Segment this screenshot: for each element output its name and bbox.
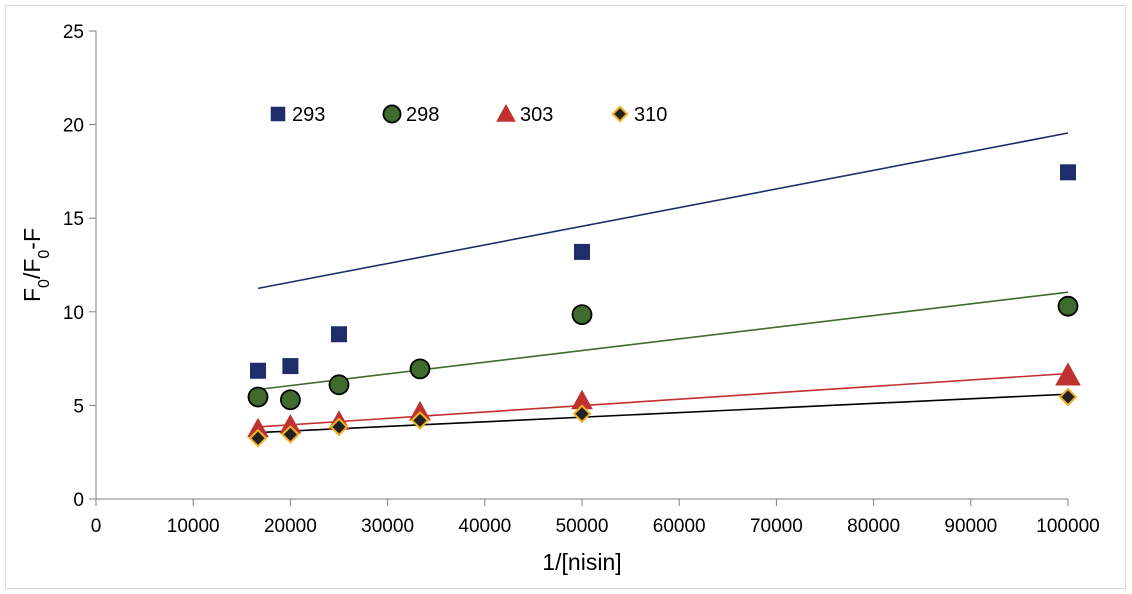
x-tick-label: 80000 — [847, 516, 900, 537]
point-310 — [280, 425, 300, 444]
y-axis-title-f0: /F — [19, 259, 45, 279]
point-293 — [574, 243, 590, 260]
legend-marker-303 — [496, 103, 516, 122]
legend: 293 298 303 310 — [270, 103, 667, 126]
trendline-298 — [257, 291, 1069, 391]
x-axis-title: 1/[nisin] — [542, 549, 621, 575]
axes-layer: 0 5 10 15 20 25 0 10000 20000 30000 40000 50000 6000… — [63, 22, 1100, 537]
legend-label-310: 310 — [634, 104, 667, 126]
x-tick-label: 30000 — [361, 516, 414, 537]
x-tick-label: 100000 — [1036, 516, 1099, 537]
x-tick-label: 40000 — [458, 516, 511, 537]
marker-layer — [247, 164, 1081, 448]
trendline-layer — [257, 132, 1069, 434]
x-tick-label: 20000 — [264, 516, 317, 537]
point-298 — [247, 386, 269, 408]
trendline-293 — [257, 132, 1069, 290]
point-298 — [1057, 295, 1079, 317]
trendline-303 — [257, 372, 1069, 428]
point-298 — [409, 358, 431, 380]
x-tick-label: 90000 — [944, 516, 997, 537]
x-tick-label: 60000 — [653, 516, 706, 537]
x-tick-label: 0 — [91, 516, 102, 537]
legend-label-293: 293 — [292, 104, 325, 126]
y-tick-label: 25 — [63, 22, 84, 43]
y-tick-label: 5 — [73, 396, 84, 417]
point-310 — [572, 404, 592, 424]
legend-label-298: 298 — [406, 104, 439, 126]
point-293 — [250, 362, 267, 379]
y-axis-title-minus-f: -F — [19, 228, 45, 250]
point-298 — [571, 304, 593, 326]
x-tick-label: 70000 — [750, 516, 803, 537]
y-tick-label: 20 — [63, 116, 84, 137]
y-tick-label: 0 — [73, 490, 84, 511]
trendline-310 — [257, 393, 1069, 434]
legend-marker-310 — [611, 105, 629, 123]
point-293 — [282, 358, 299, 375]
point-298 — [328, 374, 350, 396]
point-310 — [410, 410, 430, 430]
x-tick-label: 10000 — [167, 516, 220, 537]
point-298 — [279, 389, 301, 411]
point-293 — [1060, 164, 1076, 181]
legend-marker-293 — [270, 106, 286, 122]
y-axis-title-sub1: 0 — [36, 250, 53, 259]
point-310 — [329, 417, 349, 437]
y-tick-label: 10 — [63, 303, 84, 324]
y-axis-title: F0/F0-F — [19, 228, 53, 302]
y-tick-label: 15 — [63, 209, 84, 230]
point-303 — [1055, 362, 1081, 386]
point-293 — [331, 326, 347, 343]
y-axis-title-sub0: 0 — [36, 279, 53, 288]
legend-label-303: 303 — [520, 104, 553, 126]
chart-frame — [5, 5, 1126, 589]
y-axis-title-f: F — [19, 288, 45, 302]
point-310 — [1058, 387, 1078, 407]
x-tick-label: 50000 — [556, 516, 609, 537]
point-310 — [248, 428, 268, 448]
legend-marker-298 — [382, 104, 402, 124]
